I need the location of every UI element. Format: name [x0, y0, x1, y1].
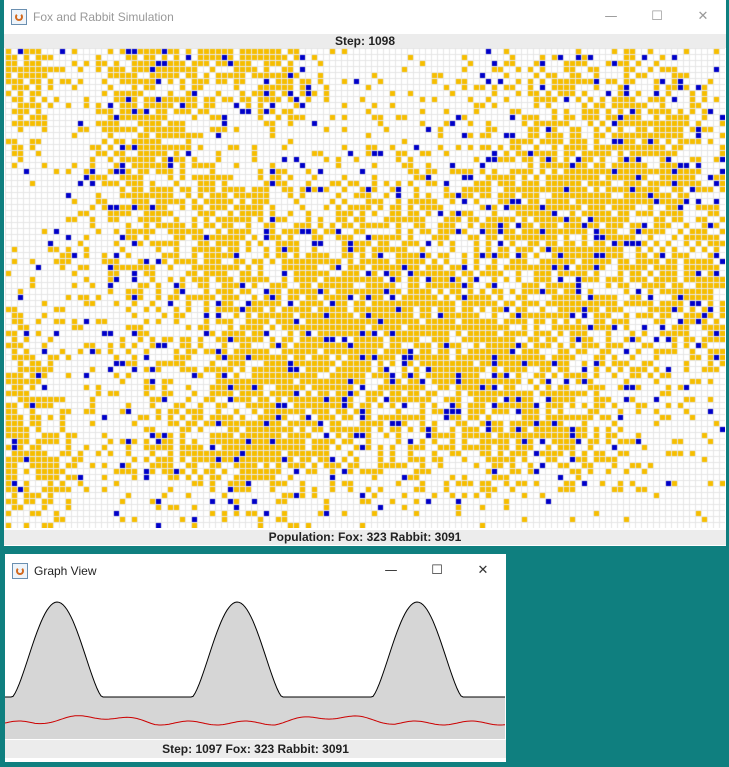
fox-curve [5, 715, 505, 726]
graph-status-label: Step: 1097 Fox: 323 Rabbit: 3091 [5, 740, 506, 758]
sim-window-title: Fox and Rabbit Simulation [33, 9, 174, 24]
close-icon[interactable]: ✕ [477, 563, 489, 578]
step-label: Step: 1098 [4, 34, 726, 48]
population-graph [5, 587, 505, 739]
simulation-field-grid [5, 48, 725, 528]
java-app-icon [11, 8, 27, 25]
minimize-icon[interactable]: — [384, 563, 398, 578]
maximize-icon[interactable]: ☐ [651, 9, 663, 24]
graph-titlebar[interactable]: Graph View — ☐ ✕ [5, 554, 506, 587]
graph-window-title: Graph View [34, 563, 97, 578]
simulation-window: Fox and Rabbit Simulation — ☐ ✕ Step: 10… [4, 0, 726, 546]
rabbit-area [5, 602, 505, 739]
close-icon[interactable]: ✕ [697, 9, 709, 24]
graph-window: Graph View — ☐ ✕ Step: 1097 Fox: 323 Rab… [5, 554, 506, 762]
rabbit-curve [5, 601, 505, 698]
minimize-icon[interactable]: — [604, 9, 618, 24]
maximize-icon[interactable]: ☐ [431, 563, 443, 578]
population-label: Population: Fox: 323 Rabbit: 3091 [4, 530, 726, 545]
sim-titlebar[interactable]: Fox and Rabbit Simulation — ☐ ✕ [4, 0, 726, 33]
java-app-icon [12, 562, 28, 579]
